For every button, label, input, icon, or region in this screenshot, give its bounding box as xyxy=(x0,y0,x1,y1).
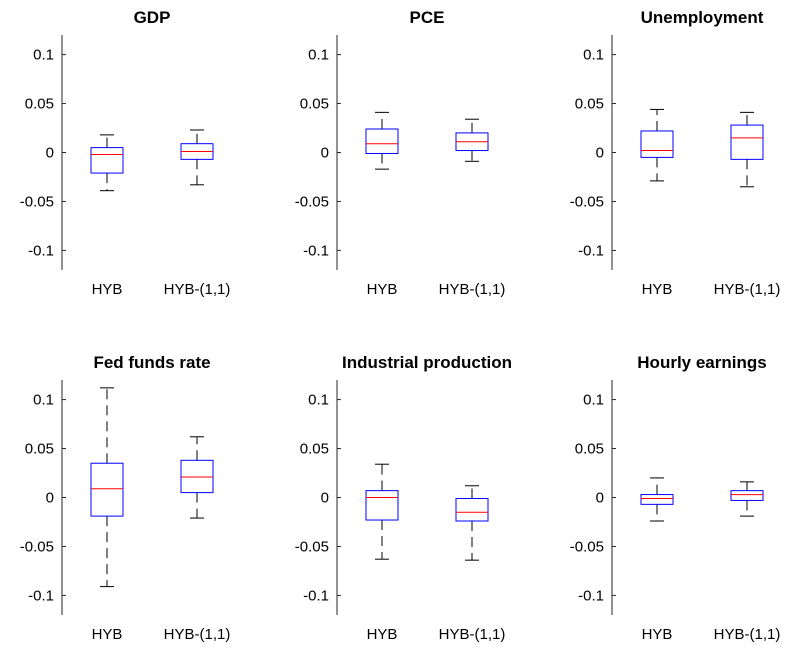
y-tick-label: 0.05 xyxy=(300,96,329,113)
box xyxy=(640,494,674,505)
chart-panel: Hourly earnings -0.1 -0.05 0 0.05 0.1 HYB HYB-(… xyxy=(570,353,781,643)
y-tick-label: -0.1 xyxy=(303,242,329,259)
chart-title: Industrial production xyxy=(342,353,512,372)
y-tick-label: 0.1 xyxy=(308,392,329,409)
chart-title: PCE xyxy=(410,8,445,27)
x-tick-label: HYB-(1,1) xyxy=(439,626,506,643)
y-tick-label: -0.1 xyxy=(28,242,54,259)
x-tick-label: HYB xyxy=(367,281,398,298)
y-tick-label: -0.05 xyxy=(570,538,604,555)
y-tick-label: 0 xyxy=(321,490,329,507)
box xyxy=(365,490,399,521)
x-tick-label: HYB xyxy=(92,281,123,298)
y-tick-label: 0.05 xyxy=(575,96,604,113)
chart-title: Unemployment xyxy=(641,8,764,27)
y-tick-label: 0.1 xyxy=(33,47,54,64)
y-tick-label: -0.05 xyxy=(295,193,329,210)
y-tick-label: 0.05 xyxy=(575,441,604,458)
y-tick-label: 0 xyxy=(321,145,329,162)
y-tick-label: 0 xyxy=(596,490,604,507)
y-tick-label: 0 xyxy=(596,145,604,162)
y-tick-label: 0.05 xyxy=(25,441,54,458)
box xyxy=(365,128,399,154)
box xyxy=(90,147,124,174)
y-tick-label: -0.1 xyxy=(28,587,54,604)
y-tick-label: -0.05 xyxy=(20,193,54,210)
x-tick-label: HYB-(1,1) xyxy=(714,626,781,643)
chart-panel: Fed funds rate -0.1 -0.05 0 0.05 0.1 HYB HYB-(1… xyxy=(20,353,231,643)
y-tick-label: -0.1 xyxy=(303,587,329,604)
y-tick-label: 0 xyxy=(46,490,54,507)
chart-title: Hourly earnings xyxy=(637,353,766,372)
box xyxy=(455,497,489,522)
box xyxy=(640,130,674,158)
chart-panel: GDP -0.1 -0.05 0 0.05 0.1 HYB HYB-(1,1) xyxy=(20,8,231,298)
y-tick-label: 0.05 xyxy=(300,441,329,458)
x-tick-label: HYB-(1,1) xyxy=(164,626,231,643)
y-tick-label: 0 xyxy=(46,145,54,162)
y-tick-label: -0.05 xyxy=(20,538,54,555)
x-tick-label: HYB xyxy=(642,281,673,298)
y-tick-label: 0.1 xyxy=(583,47,604,64)
x-tick-label: HYB-(1,1) xyxy=(164,281,231,298)
x-tick-label: HYB-(1,1) xyxy=(439,281,506,298)
y-tick-label: 0.05 xyxy=(25,96,54,113)
y-tick-label: -0.05 xyxy=(295,538,329,555)
chart-panel: Unemployment -0.1 -0.05 0 0.05 0.1 HYB HYB-(1,1… xyxy=(570,8,781,298)
box xyxy=(730,124,764,160)
x-tick-label: HYB xyxy=(642,626,673,643)
chart-panel: PCE -0.1 -0.05 0 0.05 0.1 HYB HYB-(1,1) xyxy=(295,8,506,298)
y-tick-label: -0.05 xyxy=(570,193,604,210)
box xyxy=(730,490,764,501)
y-tick-label: -0.1 xyxy=(578,242,604,259)
x-tick-label: HYB xyxy=(367,626,398,643)
chart-title: Fed funds rate xyxy=(93,353,210,372)
box xyxy=(90,462,124,517)
chart-title: GDP xyxy=(134,8,171,27)
chart-panel: Industrial production -0.1 -0.05 0 0.05 0.1 HY… xyxy=(295,353,512,643)
y-tick-label: 0.1 xyxy=(583,392,604,409)
y-tick-label: 0.1 xyxy=(308,47,329,64)
y-tick-label: -0.1 xyxy=(578,587,604,604)
x-tick-label: HYB-(1,1) xyxy=(714,281,781,298)
x-tick-label: HYB xyxy=(92,626,123,643)
y-tick-label: 0.1 xyxy=(33,392,54,409)
